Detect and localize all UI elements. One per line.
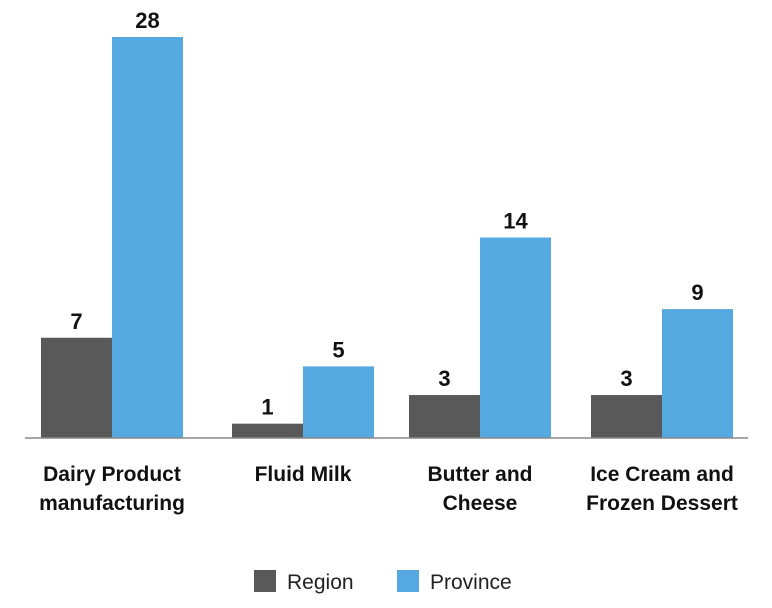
category-label-3-line-0: Ice Cream and [590,463,734,486]
legend: Region Province [254,570,512,594]
category-label-3-line-1: Frozen Dessert [586,492,738,515]
legend-swatch-region [254,570,276,592]
value-labels-group: 7 28 1 5 3 14 3 9 [70,8,703,420]
bar-region-1 [232,423,303,438]
category-label-0-line-1: manufacturing [39,492,185,515]
category-label-1-line-0: Fluid Milk [255,463,352,486]
value-label-region-0: 7 [70,309,82,334]
value-label-province-0: 28 [135,8,159,33]
category-label-2-line-1: Cheese [443,492,518,515]
bar-province-1 [303,366,374,438]
category-label-0-line-0: Dairy Product [43,463,181,486]
value-label-region-3: 3 [620,366,632,391]
legend-label-region: Region [287,571,354,594]
bars-group [41,37,733,438]
value-label-province-2: 14 [503,209,528,234]
legend-swatch-province [397,570,419,592]
bar-province-3 [662,309,733,438]
category-labels-group: Dairy Product manufacturing Fluid Milk Butt… [39,463,738,515]
value-label-province-1: 5 [332,337,344,362]
bar-region-0 [41,337,112,438]
value-label-region-2: 3 [438,366,450,391]
bar-region-2 [409,395,480,438]
value-label-region-1: 1 [261,395,273,420]
value-label-province-3: 9 [691,280,703,305]
category-label-2-line-0: Butter and [428,463,533,486]
bar-province-2 [480,237,551,438]
legend-label-province: Province [430,571,512,594]
bar-province-0 [112,37,183,438]
bar-region-3 [591,395,662,438]
